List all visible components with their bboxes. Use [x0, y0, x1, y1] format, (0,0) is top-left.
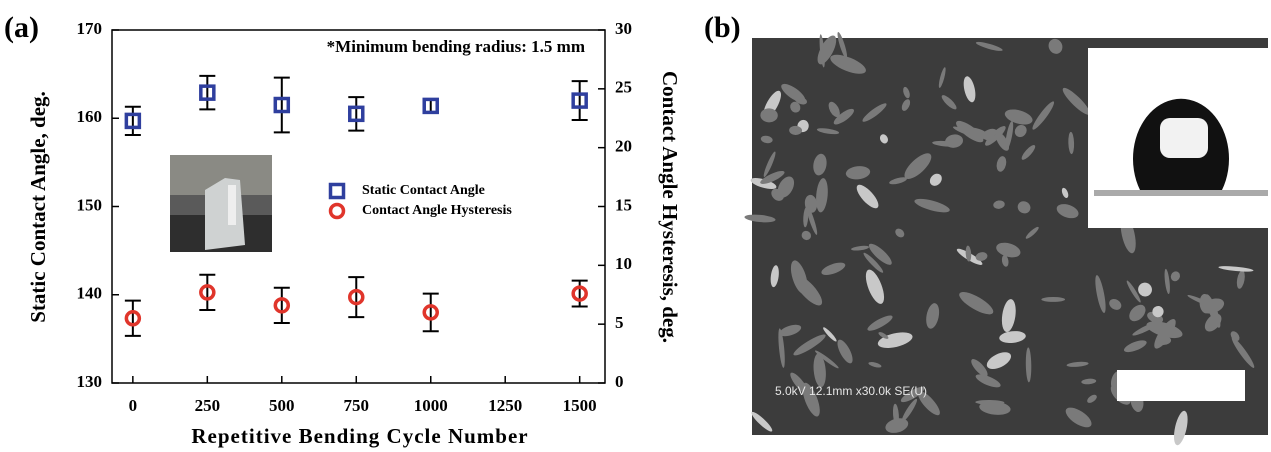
- y-tick-label: 170: [77, 19, 103, 38]
- y2-axis-label: Contact Angle Hysteresis, deg.: [658, 71, 682, 343]
- y2-tick-label: 10: [615, 254, 632, 273]
- y-tick-label: 150: [77, 195, 103, 214]
- y2-tick-label: 30: [615, 19, 632, 38]
- y2-tick-label: 20: [615, 137, 632, 156]
- y2-tick-label: 0: [615, 372, 624, 391]
- y2-tick-label: 5: [615, 313, 624, 332]
- figure: (a) (b) *Minimum bending radius: 1.5 mm …: [0, 0, 1271, 452]
- y-tick-label: 160: [77, 107, 103, 126]
- y2-tick-label: 25: [615, 78, 632, 97]
- x-tick-label: 250: [195, 396, 221, 415]
- inset-photo: [170, 155, 272, 252]
- x-axis-label: Repetitive Bending Cycle Number: [191, 424, 528, 448]
- legend-marker: [331, 185, 344, 198]
- x-tick-label: 1000: [414, 396, 448, 415]
- y-tick-label: 130: [77, 372, 103, 391]
- x-tick-label: 1500: [563, 396, 597, 415]
- legend-label: Contact Angle Hysteresis: [362, 203, 512, 218]
- y-axis-label: Static Contact Angle, deg.: [26, 91, 50, 323]
- x-tick-label: 750: [344, 396, 370, 415]
- legend-label: Static Contact Angle: [362, 183, 485, 198]
- y-tick-label: 140: [77, 284, 103, 303]
- panel-label: (a): [4, 11, 39, 44]
- image-caption: 5.0kV 12.1mm x30.0k SE(U): [775, 384, 927, 398]
- annotation: *Minimum bending radius: 1.5 mm: [327, 37, 585, 56]
- y2-tick-label: 15: [615, 195, 632, 214]
- sem-texture: [1041, 297, 1065, 302]
- panel-label: (b): [704, 11, 741, 44]
- legend-marker: [331, 205, 344, 218]
- x-tick-label: 1250: [488, 396, 522, 415]
- x-tick-label: 500: [269, 396, 295, 415]
- x-tick-label: 0: [129, 396, 138, 415]
